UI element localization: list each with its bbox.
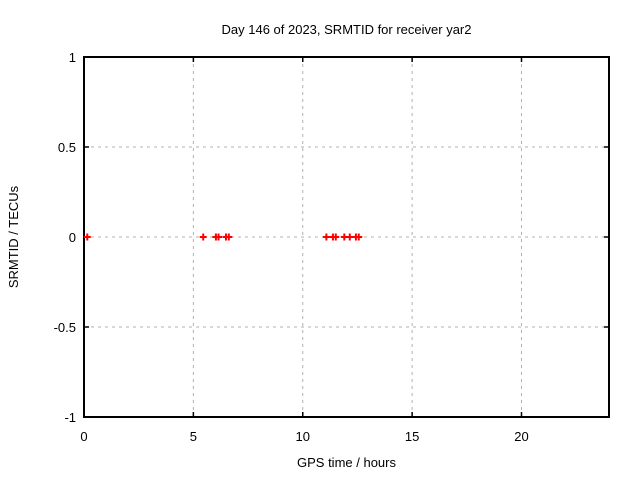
y-axis-label: SRMTID / TECUs	[6, 185, 21, 288]
x-tick-label: 5	[190, 429, 197, 444]
y-tick-label: 0	[69, 230, 76, 245]
x-tick-label: 20	[514, 429, 528, 444]
x-tick-label: 0	[80, 429, 87, 444]
y-tick-label: 0.5	[58, 140, 76, 155]
x-tick-label: 10	[296, 429, 310, 444]
chart-title: Day 146 of 2023, SRMTID for receiver yar…	[222, 22, 472, 37]
y-tick-label: 1	[69, 50, 76, 65]
plot-dynamic-layer: 1 0.5 0 -0.5 -1 0 5 10 15 20	[54, 50, 610, 444]
y-tick-label: -0.5	[54, 320, 76, 335]
x-tick-label: 15	[405, 429, 419, 444]
x-axis-label: GPS time / hours	[297, 455, 396, 470]
y-tick-label: -1	[64, 410, 76, 425]
